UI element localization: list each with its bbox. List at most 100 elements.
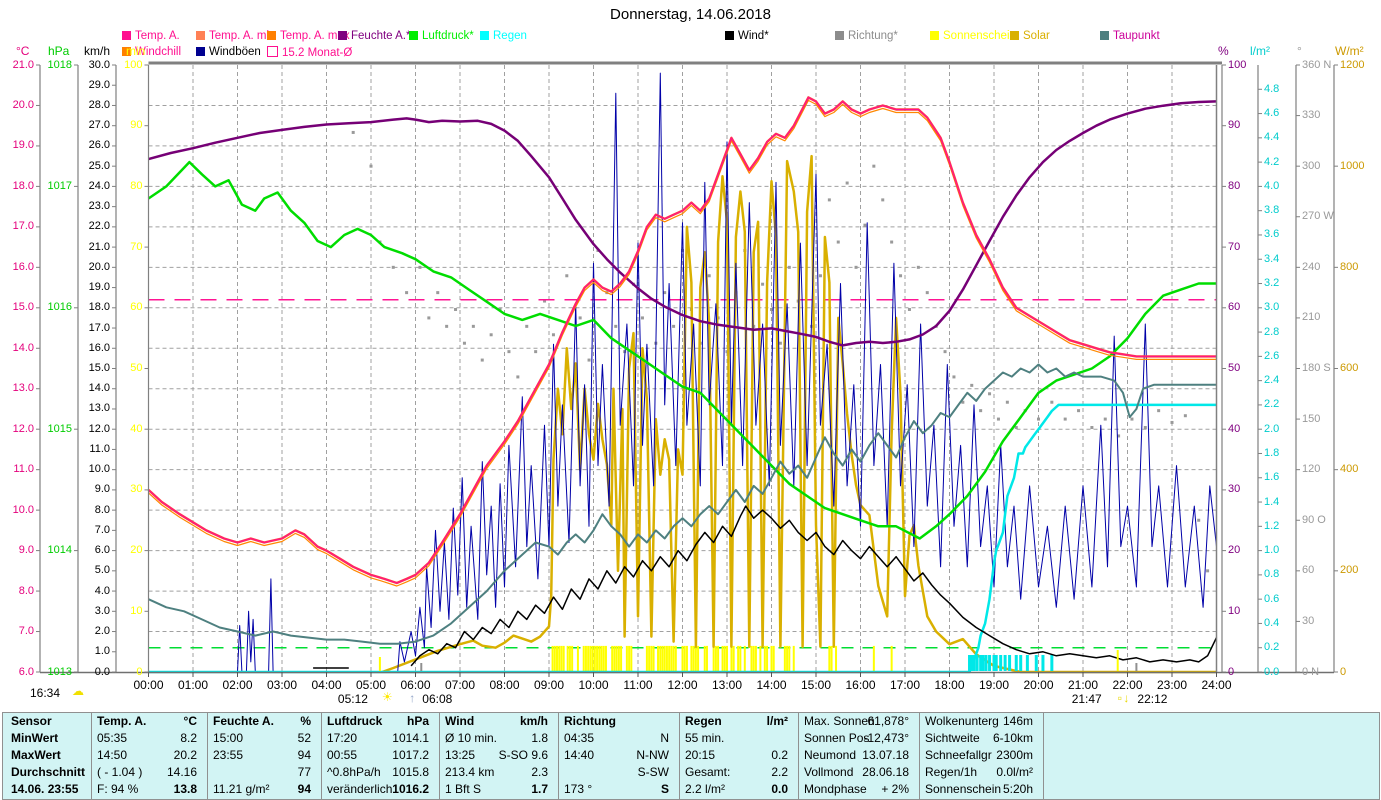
series-richtung-dot <box>907 307 911 311</box>
axis-label-kmh: 18.0 <box>88 301 110 314</box>
x-axis-label: 18:00 <box>934 678 965 692</box>
axis-label-min: 10 <box>130 604 143 617</box>
axis-label-deg: 60 <box>1302 564 1315 577</box>
table-cell-value: % <box>300 714 311 728</box>
axis-label-c: 13.0 <box>12 382 34 395</box>
table-cell-label: Ø 10 min. <box>445 731 498 745</box>
table-cell-value: 0.0 <box>771 782 788 796</box>
axis-label-c: 14.0 <box>12 341 34 354</box>
axis-label-kmh: 10.0 <box>88 463 110 476</box>
table-row: 15:00 52 <box>213 730 311 747</box>
table-cell-value: 1015.8 <box>392 765 429 779</box>
series-richtung-dot <box>943 350 947 354</box>
axis-label-hpa: 1015 <box>47 422 72 435</box>
series-richtung-dot <box>489 333 493 337</box>
x-axis-label: 24:00 <box>1201 678 1232 692</box>
table-cell-label: F: 94 % <box>97 782 139 796</box>
axis-label-kmh: 1.0 <box>94 645 110 658</box>
table-row: Sonnen Pos -12,473° <box>804 730 909 747</box>
table-cell-label: 17:20 <box>327 731 358 745</box>
series-richtung-dot <box>534 350 538 354</box>
axis-label-kmh: 29.0 <box>88 78 110 91</box>
table-row: ^0.8hPa/h 1015.8 <box>327 764 429 781</box>
axis-label-c: 9.0 <box>18 544 34 557</box>
table-cell-value: 20.2 <box>173 748 197 762</box>
table-cell-value: 1016.2 <box>392 782 429 796</box>
table-cell-value: + 2% <box>881 782 909 796</box>
table-cell-value: °C <box>183 714 197 728</box>
axis-unit-min: min <box>126 44 146 58</box>
legend-label: Richtung* <box>848 30 898 42</box>
series-richtung-dot <box>640 316 644 320</box>
axis-label-lm2: 3.4 <box>1264 252 1280 265</box>
table-cell-value: 1.7 <box>531 782 548 796</box>
table-cell-value: 94 <box>297 782 311 796</box>
axis-label-c: 21.0 <box>12 58 34 71</box>
table-row: Schneefallgr 2300m <box>925 747 1033 764</box>
table-cell-label: Mondphase <box>804 782 867 796</box>
axis-label-min: 20 <box>130 544 143 557</box>
axis-label-kmh: 20.0 <box>88 260 110 273</box>
legend-label: Regen <box>493 30 527 42</box>
legend-item-windboeen: Windböen <box>196 46 261 58</box>
axis-label-lm2: 4.2 <box>1264 155 1280 168</box>
table-row: 14.06. 23:55 <box>11 781 81 798</box>
axis-label-kmh: 17.0 <box>88 321 110 334</box>
table-cell-label: Neumond <box>804 748 857 762</box>
series-windboeen <box>148 72 1217 673</box>
axis-label-pct: 100 <box>1228 58 1247 71</box>
x-axis-label: 12:00 <box>667 678 698 692</box>
axis-label-pct: 10 <box>1228 604 1241 617</box>
axis-label-lm2: 3.6 <box>1264 228 1280 241</box>
axis-label-hpa: 1017 <box>47 179 72 192</box>
series-richtung-dot <box>1117 434 1121 438</box>
axis-unit-%: % <box>1218 44 1229 58</box>
anno-moonrise-time: 06:08 <box>422 692 453 706</box>
x-axis-label: 04:00 <box>311 678 342 692</box>
table-cell-label: Richtung <box>564 714 616 728</box>
table-cell-label: Luftdruck <box>327 714 383 728</box>
table-cell-label: Feuchte A. <box>213 714 274 728</box>
table-row: Luftdruck hPa <box>327 713 429 730</box>
axis-label-deg: 210 <box>1302 311 1321 324</box>
table-cell-value: 14.16 <box>166 765 197 779</box>
anno-sun-cloud-icon: ☁ <box>72 684 84 698</box>
axis-label-lm2: 0.8 <box>1264 568 1280 581</box>
axis-label-kmh: 8.0 <box>94 503 110 516</box>
legend-swatch-solar-icon <box>1010 31 1019 40</box>
table-cell-label: 14:40 <box>564 748 595 762</box>
series-solar <box>381 154 1217 674</box>
table-column-astro: Max. Sonnen 61,878° Sonnen Pos -12,473° Neum… <box>800 713 915 799</box>
table-row: MaxWert <box>11 747 81 764</box>
axis-label-lm2: 3.0 <box>1264 301 1280 314</box>
axis-label-deg: 30 <box>1302 614 1315 627</box>
series-regen <box>148 403 1217 674</box>
axis-label-kmh: 14.0 <box>88 382 110 395</box>
table-cell-value: 52 <box>297 731 311 745</box>
axis-label-deg: 270 W <box>1302 210 1334 223</box>
series-richtung-dot <box>770 307 773 311</box>
table-row: ( - 1.04 ) 14.16 <box>97 764 197 781</box>
axis-label-c: 12.0 <box>12 422 34 435</box>
table-row: 2.2 l/m² 0.0 <box>685 781 788 798</box>
legend-item-temp-a: Temp. A. <box>122 30 180 42</box>
table-cell-value: l/m² <box>766 714 788 728</box>
axis-label-wm2: 1200 <box>1340 58 1365 71</box>
axis-label-c: 16.0 <box>12 260 34 273</box>
series-richtung-dot <box>480 358 484 362</box>
series-richtung-dot <box>1197 518 1201 522</box>
series-richtung-dot <box>587 358 591 362</box>
table-column-separator <box>679 713 680 799</box>
table-row: Wind km/h <box>445 713 548 730</box>
table-row: Richtung <box>564 713 669 730</box>
axis-label-lm2: 4.8 <box>1264 82 1280 95</box>
table-row: MinWert <box>11 730 81 747</box>
axis-label-kmh: 27.0 <box>88 119 110 132</box>
axis-label-deg: 360 N <box>1302 58 1332 71</box>
legend-label: Temp. A. <box>135 30 180 42</box>
table-cell-label: 55 min. <box>685 731 725 745</box>
table-cell-value: S <box>660 782 669 796</box>
table-cell-label: 13:25 <box>445 748 476 762</box>
axis-label-kmh: 21.0 <box>88 240 110 253</box>
axis-label-lm2: 0.6 <box>1264 592 1280 605</box>
